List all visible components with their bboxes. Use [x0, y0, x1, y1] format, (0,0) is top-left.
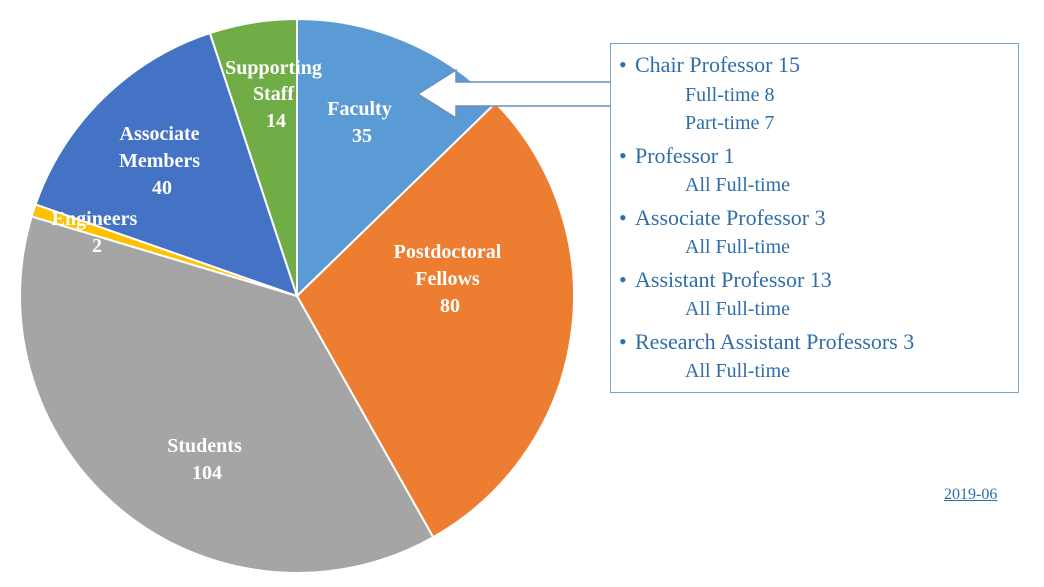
label-supporting-name-2: Staff: [253, 83, 294, 105]
label-postdoctoral-name-1: Postdoctoral: [394, 241, 502, 263]
pie-labels: Faculty 35 Postdoctoral Fellows 80 Stude…: [52, 57, 507, 484]
label-engineers-value: 2: [92, 235, 102, 257]
label-associate-members: Associate Members 40: [119, 123, 205, 199]
pie-slice-supporting-staff: [208, 17, 298, 297]
label-engineers-name: Engineers: [52, 208, 138, 230]
label-supporting-value: 14: [266, 110, 286, 132]
detail-item-title: Associate Professor 3: [635, 205, 826, 230]
detail-item: • Assistant Professor 13: [619, 267, 832, 293]
label-associate-name-1: Associate: [120, 123, 200, 145]
detail-item-title: Professor 1: [635, 143, 735, 168]
detail-item-title: Research Assistant Professors 3: [635, 329, 915, 354]
label-engineers: Engineers 2: [52, 208, 143, 257]
label-postdoctoral: Postdoctoral Fellows 80: [394, 241, 507, 317]
pie-slices: [19, 17, 575, 574]
detail-item-sub: Full-time 8: [685, 84, 775, 106]
detail-item: • Professor 1: [619, 143, 735, 169]
label-students: Students 104: [167, 435, 246, 484]
detail-item: • Associate Professor 3: [619, 205, 826, 231]
label-faculty: Faculty 35: [327, 98, 396, 147]
bullet-icon: •: [619, 329, 627, 354]
bullet-icon: •: [619, 205, 627, 230]
bullet-icon: •: [619, 52, 627, 77]
detail-item: • Chair Professor 15: [619, 52, 800, 78]
footer-date: 2019-06: [944, 486, 998, 503]
callout-arrow: [416, 68, 612, 120]
label-postdoctoral-name-2: Fellows: [415, 268, 480, 290]
label-postdoctoral-value: 80: [440, 295, 460, 317]
label-associate-value: 40: [152, 177, 172, 199]
pie-slice-students: [19, 215, 435, 574]
detail-item-sub: All Full-time: [685, 174, 790, 196]
detail-item-sub: All Full-time: [685, 298, 790, 320]
detail-item: • Research Assistant Professors 3: [619, 329, 914, 355]
label-students-name: Students: [167, 435, 242, 457]
label-students-value: 104: [192, 462, 222, 484]
label-faculty-name: Faculty: [327, 98, 391, 120]
pie-slice-postdoctoral-fellows: [295, 101, 575, 539]
detail-item-sub: Part-time 7: [685, 112, 775, 134]
label-supporting-name-1: Supporting: [225, 57, 322, 79]
bullet-icon: •: [619, 143, 627, 168]
label-faculty-value: 35: [352, 125, 372, 147]
detail-item-title: Chair Professor 15: [635, 52, 800, 77]
faculty-detail-box: • Chair Professor 15 Full-time 8 Part-time …: [610, 43, 1019, 393]
detail-item-title: Assistant Professor 13: [635, 267, 832, 292]
bullet-icon: •: [619, 267, 627, 292]
detail-item-sub: All Full-time: [685, 236, 790, 258]
detail-item-sub: All Full-time: [685, 360, 790, 382]
label-supporting-staff: Supporting Staff 14: [225, 57, 327, 132]
label-associate-name-2: Members: [119, 150, 200, 172]
